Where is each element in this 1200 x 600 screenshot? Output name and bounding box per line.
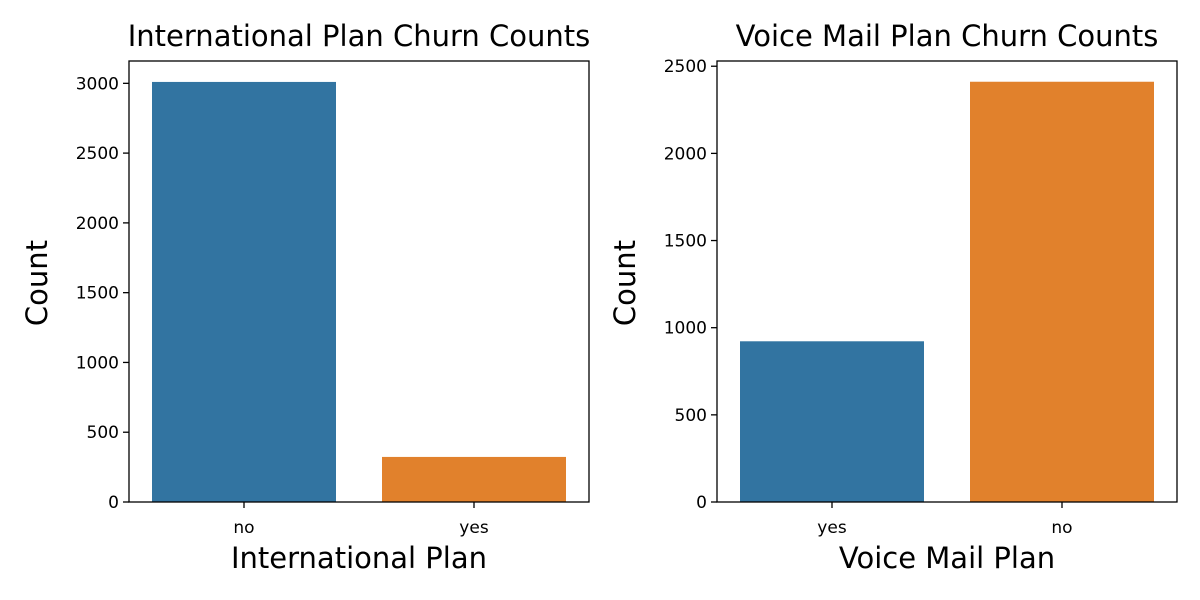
y-tick-label: 1500 bbox=[664, 232, 707, 252]
chart-panel-international-plan: International Plan Churn Counts Internat… bbox=[20, 19, 590, 575]
axes-frame bbox=[128, 60, 590, 503]
bar-yes bbox=[382, 456, 566, 502]
y-tick-label: 0 bbox=[108, 493, 119, 513]
y-tick-label: 0 bbox=[696, 493, 707, 513]
y-tick-label: 2500 bbox=[76, 144, 119, 164]
y-tick-label: 1000 bbox=[664, 319, 707, 339]
y-tick-label: 500 bbox=[675, 406, 707, 426]
chart-panel-voice-mail-plan: Voice Mail Plan Churn Counts Voice Mail … bbox=[608, 19, 1178, 575]
x-tick-label: no bbox=[1051, 518, 1072, 538]
bar-yes bbox=[740, 341, 924, 502]
y-axis-label: Count bbox=[20, 240, 54, 326]
y-tick-label: 2000 bbox=[76, 214, 119, 234]
x-tick-label: yes bbox=[817, 518, 847, 538]
y-tick-label: 1000 bbox=[76, 353, 119, 373]
x-tick-label: yes bbox=[459, 518, 489, 538]
chart-title: Voice Mail Plan Churn Counts bbox=[736, 19, 1159, 53]
axes-frame bbox=[716, 60, 1178, 503]
plot-area: 0 500 1000 1500 2000 2500 3000 no yes bbox=[76, 60, 590, 538]
y-tick-label: 2500 bbox=[664, 57, 707, 77]
bar-no bbox=[152, 81, 336, 503]
chart-title: International Plan Churn Counts bbox=[128, 19, 590, 53]
y-axis-label: Count bbox=[608, 240, 642, 326]
x-axis-label: International Plan bbox=[231, 541, 487, 575]
y-tick-label: 500 bbox=[87, 423, 119, 443]
y-tick-label: 1500 bbox=[76, 284, 119, 304]
y-tick-label: 2000 bbox=[664, 144, 707, 164]
x-tick-label: no bbox=[233, 518, 254, 538]
x-axis-label: Voice Mail Plan bbox=[839, 541, 1055, 575]
plot-area: 0 500 1000 1500 2000 2500 yes no bbox=[664, 57, 1178, 538]
y-tick-label: 3000 bbox=[76, 74, 119, 94]
bar-no bbox=[970, 81, 1154, 503]
